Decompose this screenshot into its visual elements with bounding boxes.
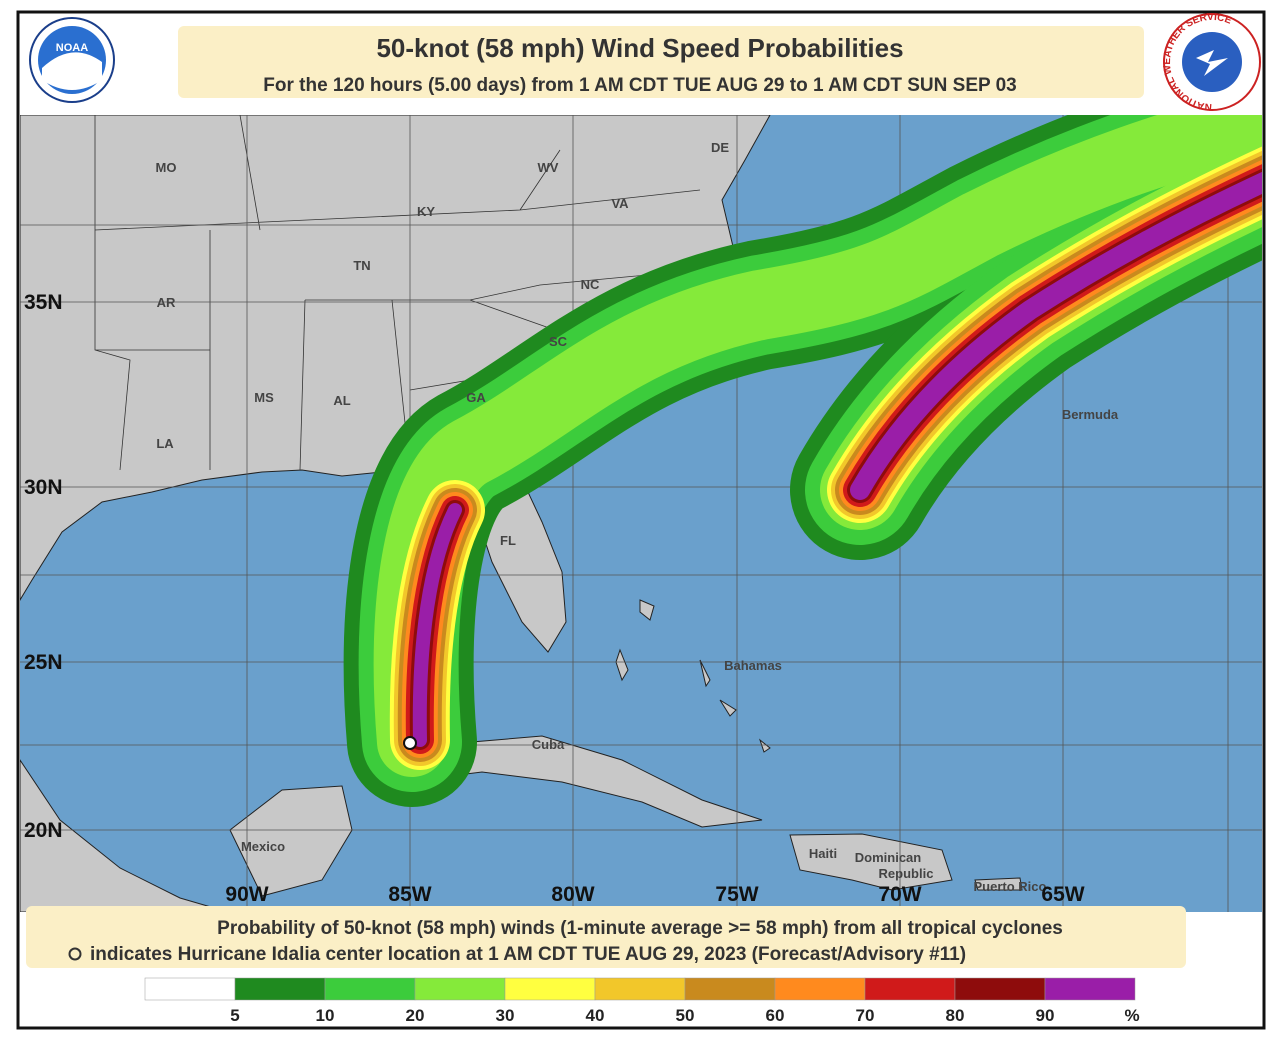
colorbar-swatch [504, 977, 596, 1001]
colorbar-swatch [1044, 977, 1136, 1001]
place-label: VA [611, 196, 629, 211]
place-label: Cuba [532, 737, 565, 752]
place-label: LA [156, 436, 174, 451]
colorbar-label: 40 [586, 1006, 605, 1025]
place-label: MS [254, 390, 274, 405]
lat-label: 30N [24, 476, 63, 499]
colorbar-label: 70 [856, 1006, 875, 1025]
footer-line1: Probability of 50-knot (58 mph) winds (1… [217, 918, 1063, 939]
noaa-logo: NOAA [29, 17, 115, 103]
colorbar-swatch [954, 977, 1046, 1001]
place-label: Bermuda [1062, 407, 1119, 422]
colorbar-swatch [414, 977, 506, 1001]
lon-label: 75W [715, 883, 758, 906]
center-symbol [68, 947, 82, 961]
place-label: Puerto Rico [974, 879, 1047, 894]
lon-label: 65W [1041, 883, 1084, 906]
map: MO WV DE KY VA TN NC AR SC MS AL GA LA FL Bermuda Baham… [20, 115, 1262, 912]
lon-label: 90W [225, 883, 268, 906]
colorbar-label: 80 [946, 1006, 965, 1025]
lon-label: 80W [551, 883, 594, 906]
lon-label: 70W [878, 883, 921, 906]
place-label: Republic [879, 866, 934, 881]
colorbar-unit: % [1124, 1006, 1139, 1025]
lat-label: 35N [24, 291, 63, 314]
colorbar-label: 10 [316, 1006, 335, 1025]
colorbar-label: 30 [496, 1006, 515, 1025]
title: 50-knot (58 mph) Wind Speed Probabilitie… [376, 33, 903, 63]
place-label: Bahamas [724, 658, 782, 673]
place-label: WV [538, 160, 559, 175]
place-labels: MO WV DE KY VA TN NC AR SC MS AL GA LA FL Bermuda Baham… [156, 140, 1119, 894]
swath-band [412, 503, 462, 747]
swath-band [850, 171, 1262, 500]
colorbar-swatch [144, 977, 236, 1001]
place-label: NC [581, 277, 600, 292]
place-label: AL [333, 393, 350, 408]
colorbar-swatch [594, 977, 686, 1001]
place-label: GA [466, 390, 486, 405]
subtitle: For the 120 hours (5.00 days) from 1 AM … [263, 75, 1016, 96]
colorbar: 5 10 20 30 40 50 60 70 80 90% [144, 977, 1140, 1025]
colorbar-swatch [864, 977, 956, 1001]
axis-labels: 35N 30N 25N 20N 90W 85W 80W 75W 70W 65W [24, 291, 1085, 906]
colorbar-swatch [774, 977, 866, 1001]
place-label: AR [157, 295, 176, 310]
place-label: FL [500, 533, 516, 548]
title-highlight [178, 26, 1144, 98]
place-label: TN [353, 258, 370, 273]
footer-highlight [26, 906, 1186, 968]
place-label: DE [711, 140, 729, 155]
place-label: Haiti [809, 846, 837, 861]
land [20, 115, 1023, 912]
nws-logo: NATIONAL WEATHER SERVICE [1162, 12, 1261, 112]
colorbar-label: 20 [406, 1006, 425, 1025]
colorbar-swatch [234, 977, 326, 1001]
lat-label: 20N [24, 819, 63, 842]
colorbar-swatch [684, 977, 776, 1001]
place-label: Dominican [855, 850, 922, 865]
place-label: SC [549, 334, 568, 349]
storm-center [403, 736, 417, 750]
lon-label: 85W [388, 883, 431, 906]
probability-swaths [343, 115, 1262, 807]
colorbar-label: 5 [230, 1006, 239, 1025]
colorbar-label: 90 [1036, 1006, 1055, 1025]
lat-label: 25N [24, 651, 63, 674]
footer-line2: indicates Hurricane Idalia center locati… [90, 944, 966, 965]
colorbar-label: 50 [676, 1006, 695, 1025]
colorbar-label: 60 [766, 1006, 785, 1025]
place-label: Mexico [241, 839, 285, 854]
colorbar-swatch [324, 977, 416, 1001]
place-label: KY [417, 204, 435, 219]
state-lines [94, 115, 701, 471]
place-label: MO [156, 160, 177, 175]
noaa-text: NOAA [56, 42, 88, 54]
